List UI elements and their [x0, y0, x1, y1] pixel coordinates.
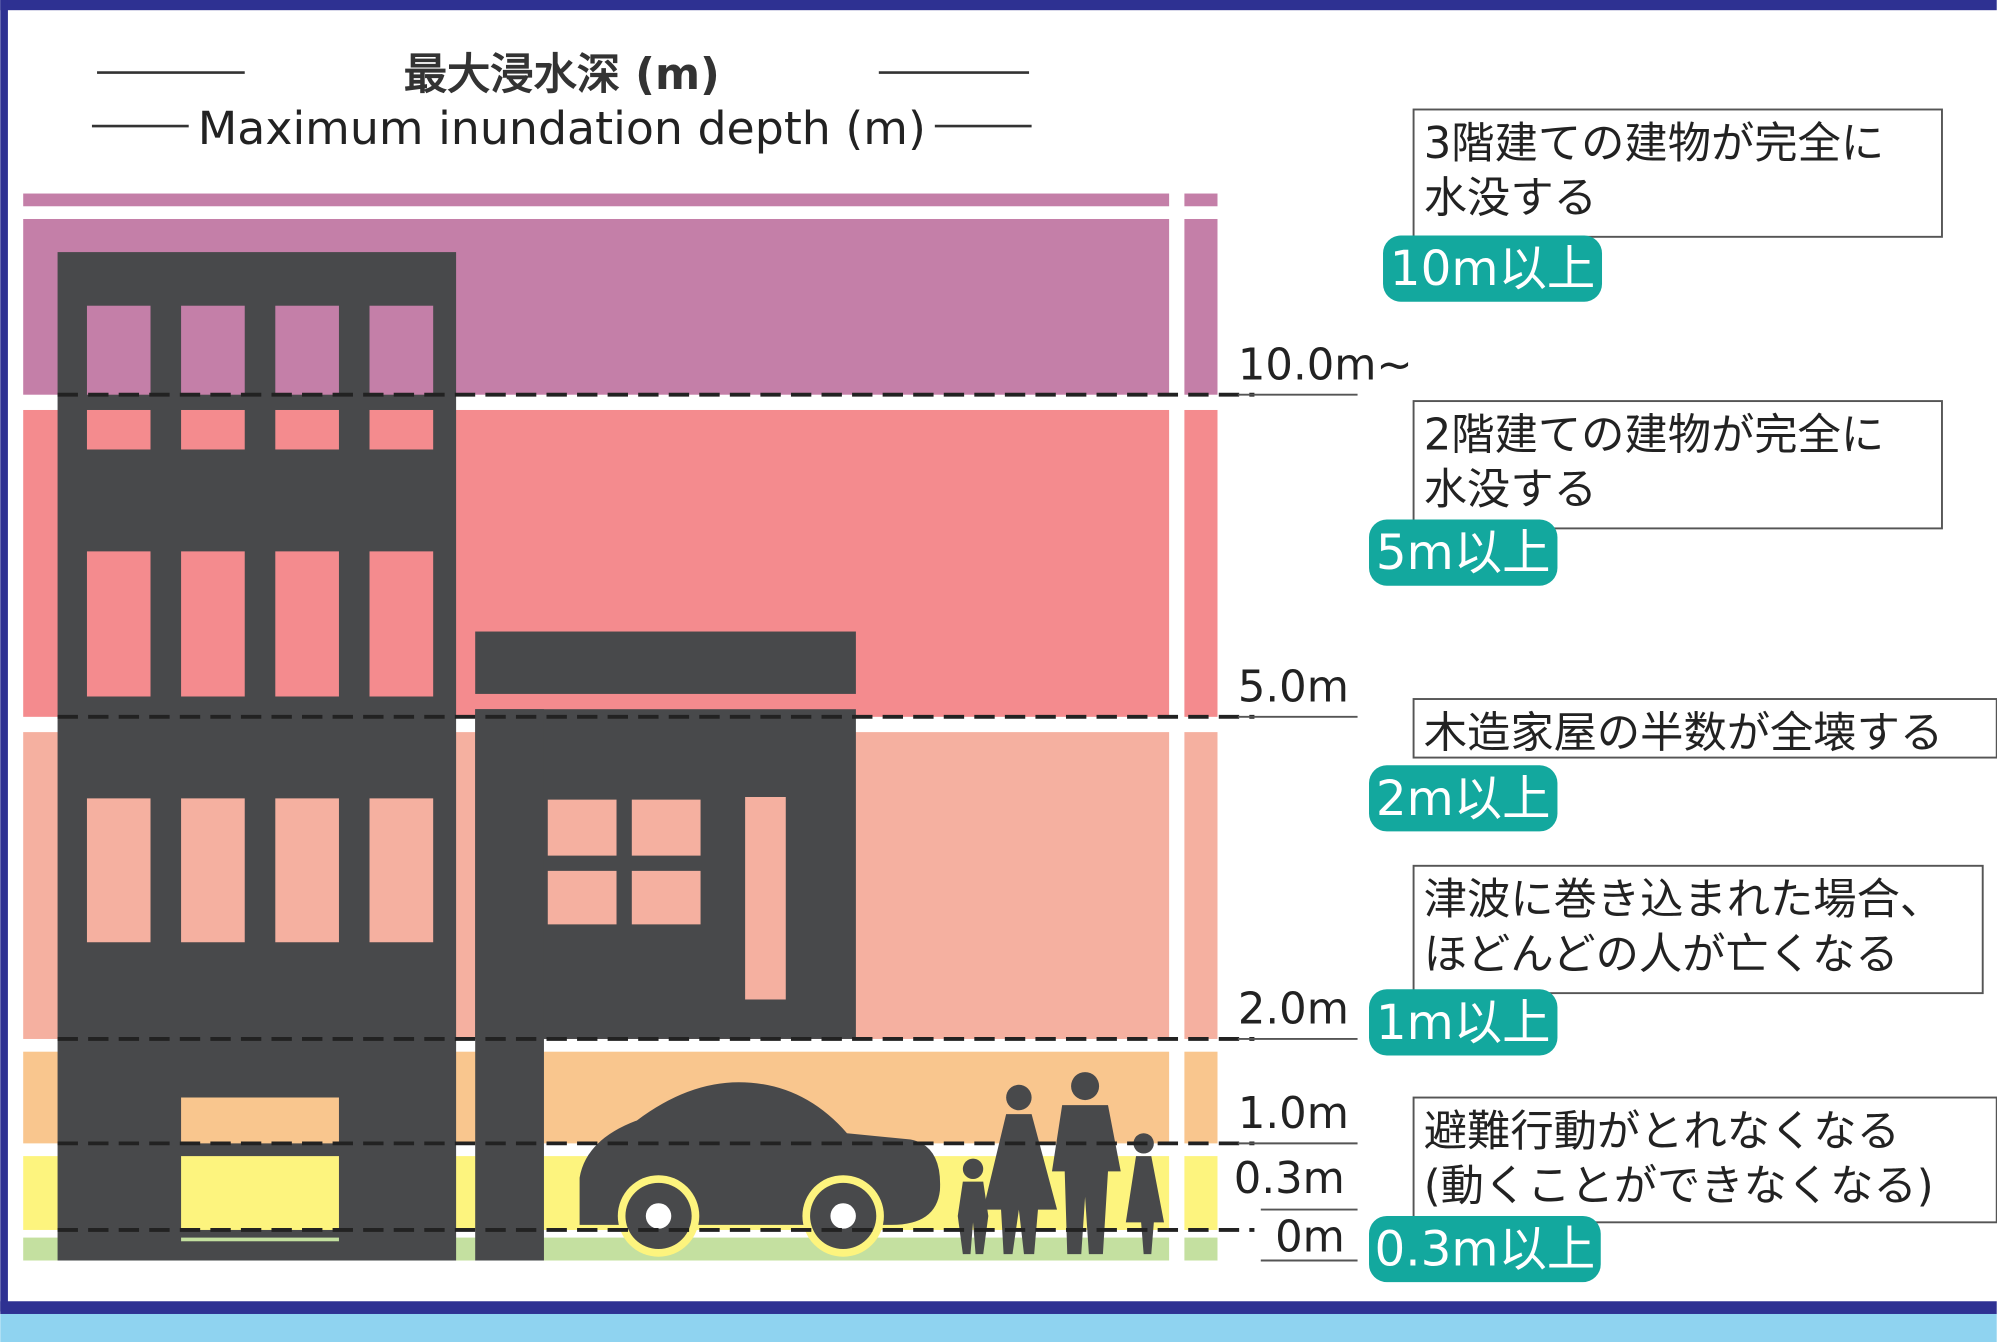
infographic: 最大浸水深 (m) Maximum inundation depth (m) 1… — [0, 0, 1997, 1342]
badge-label: 0.3m以上 — [1374, 1222, 1595, 1278]
depth-label: 5.0m — [1238, 663, 1349, 713]
description: 木造家屋の半数が全壊する — [1424, 708, 1943, 758]
description: 津波に巻き込まれた場合、 — [1424, 875, 1943, 925]
description: 2階建ての建物が完全に — [1424, 410, 1884, 460]
frame — [0, 1301, 1996, 1314]
depth-label: 2.0m — [1238, 985, 1349, 1035]
badge-label: 5m以上 — [1376, 525, 1551, 581]
title-ja: 最大浸水深 (m) — [404, 50, 720, 100]
description: ほどんどの人が亡くなる — [1424, 930, 1899, 980]
description: 水没する — [1424, 174, 1597, 224]
badge-label: 1m以上 — [1376, 995, 1551, 1051]
depth-label: 0m — [1275, 1213, 1345, 1263]
badge-label: 2m以上 — [1376, 771, 1551, 827]
description: (動くことができなくなる) — [1424, 1162, 1934, 1212]
depth-label: 0.3m — [1234, 1154, 1345, 1204]
description: 避難行動がとれなくなる — [1424, 1107, 1900, 1157]
title-en: Maximum inundation depth (m) — [198, 101, 926, 155]
badge-label: 10m以上 — [1390, 241, 1595, 297]
depth-label: 1.0m — [1238, 1089, 1349, 1139]
description: 水没する — [1424, 465, 1597, 515]
description: 3階建ての建物が完全に — [1424, 119, 1884, 169]
frame — [0, 1314, 1996, 1342]
depth-label: 10.0m~ — [1238, 340, 1413, 390]
frame — [0, 0, 1996, 10]
frame — [0, 0, 8, 1311]
